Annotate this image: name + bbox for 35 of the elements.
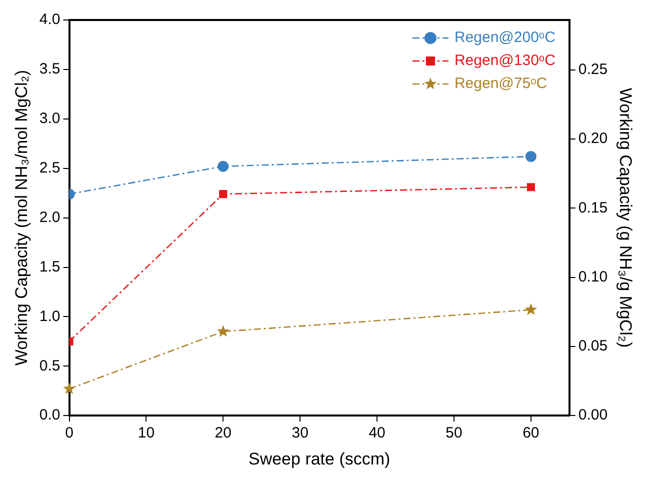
legend-label: Regen@130ᵒC — [454, 52, 556, 70]
point — [525, 150, 536, 162]
y-tick-label: 0.5 — [39, 357, 60, 374]
point — [63, 382, 76, 394]
x-tick-label: 30 — [292, 424, 308, 442]
x-tick-label: 10 — [138, 424, 155, 442]
legend-label: Regen@75ᵒC — [454, 75, 548, 92]
legend-label: Regen@200ᵒC — [454, 29, 556, 46]
y-tick-label: 3.5 — [39, 60, 60, 78]
y-tick-label: 2.5 — [39, 159, 60, 176]
point — [219, 190, 228, 198]
y2-tick-label: 0.00 — [578, 406, 608, 424]
point — [216, 325, 230, 337]
y-tick-label: 0.0 — [39, 406, 60, 424]
y-tick-label: 4.0 — [39, 11, 60, 28]
point — [218, 160, 229, 172]
y2-tick-label: 0.15 — [578, 199, 608, 216]
y-tick-label: 3.0 — [39, 110, 60, 128]
y-axis-title: Working Capacity (mol NH₃/mol MgCl₂) — [12, 70, 31, 366]
y2-tick-label: 0.25 — [578, 60, 608, 78]
x-tick-label: 20 — [214, 424, 232, 442]
y-tick-label: 1.5 — [39, 258, 60, 276]
y2-axis-title: Working Capacity (g NH₃/g MgCl₂) — [616, 88, 636, 348]
x-axis-title: Sweep rate (sccm) — [248, 449, 390, 468]
y2-tick-label: 0.20 — [578, 130, 608, 148]
y2-tick-label: 0.05 — [578, 338, 608, 355]
x-tick-label: 60 — [522, 424, 540, 442]
y2-tick-label: 0.10 — [578, 268, 608, 286]
y-tick-label: 1.0 — [39, 308, 60, 325]
y-tick-label: 2.0 — [39, 208, 60, 226]
point — [526, 183, 535, 192]
point — [524, 303, 538, 316]
x-tick-label: 0 — [65, 424, 74, 442]
x-tick-label: 40 — [368, 424, 386, 442]
x-tick-label: 50 — [446, 424, 462, 442]
